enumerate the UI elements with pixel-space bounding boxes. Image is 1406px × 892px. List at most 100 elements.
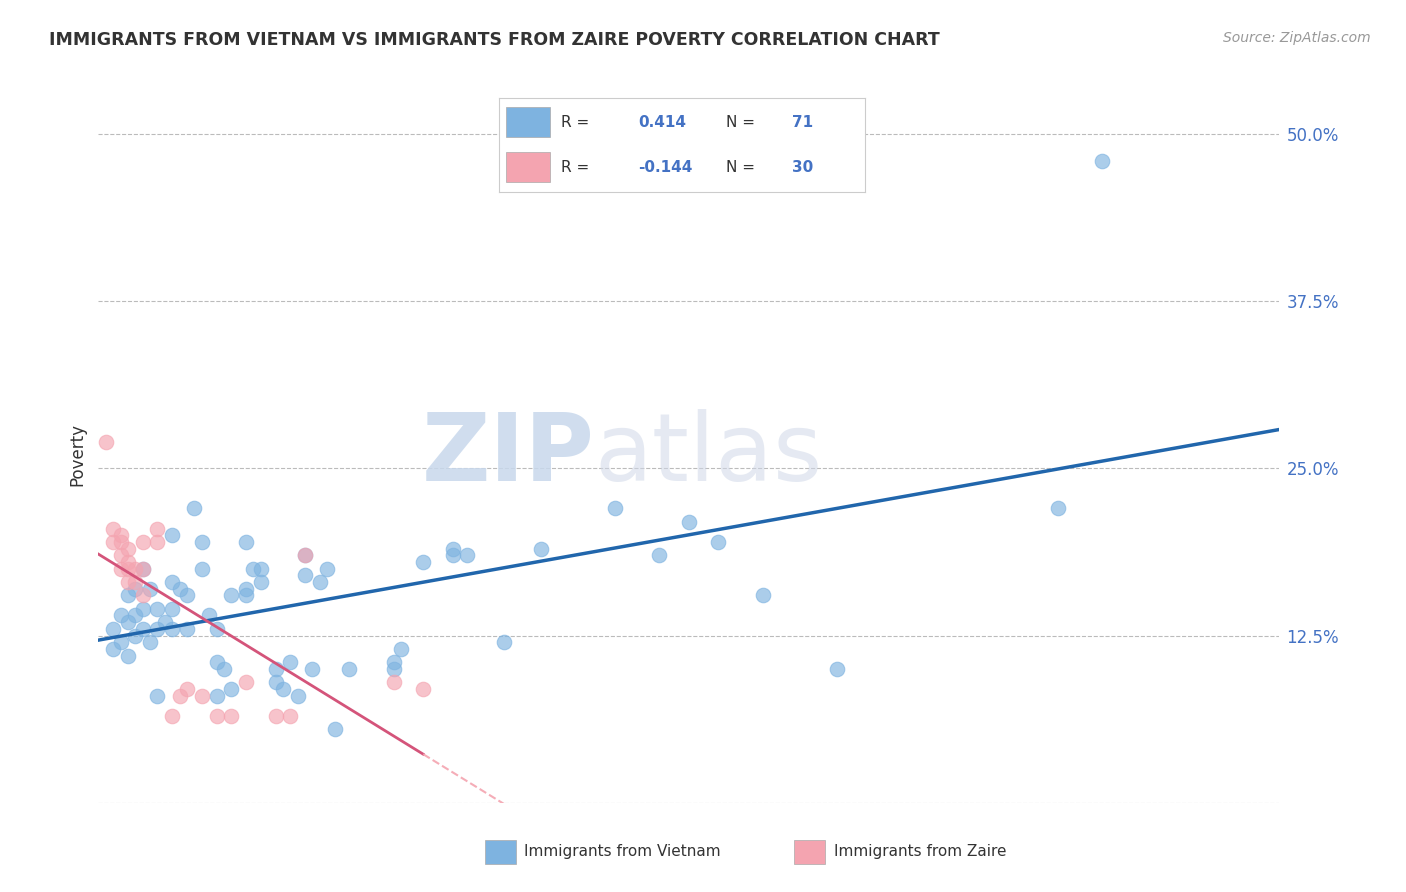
Text: 0.414: 0.414 — [638, 115, 686, 130]
Text: N =: N = — [725, 160, 755, 175]
Point — [162, 602, 183, 616]
Point — [146, 689, 169, 703]
Point — [132, 602, 155, 616]
Point — [382, 662, 405, 676]
Point — [235, 675, 257, 690]
Point — [146, 521, 169, 535]
Point — [219, 681, 242, 696]
Point — [235, 535, 257, 549]
Point — [389, 642, 412, 657]
Text: ZIP: ZIP — [422, 409, 595, 501]
Point — [162, 708, 183, 723]
Point — [382, 675, 405, 690]
Point — [103, 622, 125, 636]
Point — [110, 608, 132, 623]
Point — [191, 689, 214, 703]
Text: Immigrants from Vietnam: Immigrants from Vietnam — [524, 845, 721, 859]
Point — [825, 662, 848, 676]
Point — [132, 535, 155, 549]
Point — [124, 628, 146, 642]
Point — [139, 582, 162, 596]
Bar — [485, 840, 516, 863]
Point — [205, 708, 228, 723]
Text: Immigrants from Zaire: Immigrants from Zaire — [834, 845, 1007, 859]
Text: 80.0%: 80.0% — [1253, 826, 1306, 844]
Point — [271, 681, 294, 696]
Point — [412, 681, 434, 696]
Point — [117, 648, 139, 663]
Text: atlas: atlas — [595, 409, 823, 501]
Bar — [794, 840, 825, 863]
Point — [103, 521, 125, 535]
Point — [264, 708, 287, 723]
Point — [530, 541, 553, 556]
Point — [110, 562, 132, 576]
Point — [117, 562, 139, 576]
Point — [441, 548, 464, 563]
Point — [94, 434, 117, 449]
Point — [117, 589, 139, 603]
Point — [176, 622, 198, 636]
Point — [235, 582, 257, 596]
Text: IMMIGRANTS FROM VIETNAM VS IMMIGRANTS FROM ZAIRE POVERTY CORRELATION CHART: IMMIGRANTS FROM VIETNAM VS IMMIGRANTS FR… — [49, 31, 941, 49]
Point — [205, 689, 228, 703]
Point — [110, 635, 132, 649]
Point — [162, 528, 183, 542]
Point — [191, 562, 214, 576]
Point — [278, 708, 302, 723]
Point — [294, 548, 316, 563]
Point — [132, 562, 155, 576]
Point — [751, 589, 773, 603]
Text: R =: R = — [561, 115, 589, 130]
Text: Source: ZipAtlas.com: Source: ZipAtlas.com — [1223, 31, 1371, 45]
Point — [219, 589, 242, 603]
Point — [139, 635, 162, 649]
Point — [103, 535, 125, 549]
Point — [124, 575, 146, 590]
Point — [146, 535, 169, 549]
Point — [235, 589, 257, 603]
Point — [117, 541, 139, 556]
Point — [605, 501, 627, 516]
Point — [456, 548, 478, 563]
Point — [103, 642, 125, 657]
Point — [339, 662, 360, 676]
Point — [132, 589, 155, 603]
Point — [1091, 153, 1114, 168]
Point — [294, 548, 316, 563]
Point — [110, 535, 132, 549]
Point — [678, 515, 700, 529]
Point — [153, 615, 176, 630]
Point — [117, 555, 139, 569]
Point — [132, 562, 155, 576]
Point — [242, 562, 264, 576]
Point — [169, 582, 191, 596]
Bar — [506, 153, 550, 183]
Point — [309, 575, 332, 590]
Point — [124, 582, 146, 596]
Point — [183, 501, 205, 516]
Text: R =: R = — [561, 160, 589, 175]
Point — [494, 635, 516, 649]
Y-axis label: Poverty: Poverty — [69, 424, 87, 486]
Point — [412, 555, 434, 569]
Text: 71: 71 — [792, 115, 813, 130]
Point — [294, 568, 316, 582]
Point — [191, 535, 214, 549]
Point — [162, 575, 183, 590]
Point — [441, 541, 464, 556]
Point — [648, 548, 671, 563]
Text: -0.144: -0.144 — [638, 160, 692, 175]
Point — [264, 675, 287, 690]
Point — [323, 723, 346, 737]
Point — [212, 662, 235, 676]
Point — [205, 622, 228, 636]
Bar — [506, 108, 550, 137]
Point — [146, 622, 169, 636]
Point — [162, 622, 183, 636]
Point — [117, 575, 139, 590]
Point — [198, 608, 221, 623]
Point — [169, 689, 191, 703]
Point — [124, 608, 146, 623]
Point — [132, 622, 155, 636]
